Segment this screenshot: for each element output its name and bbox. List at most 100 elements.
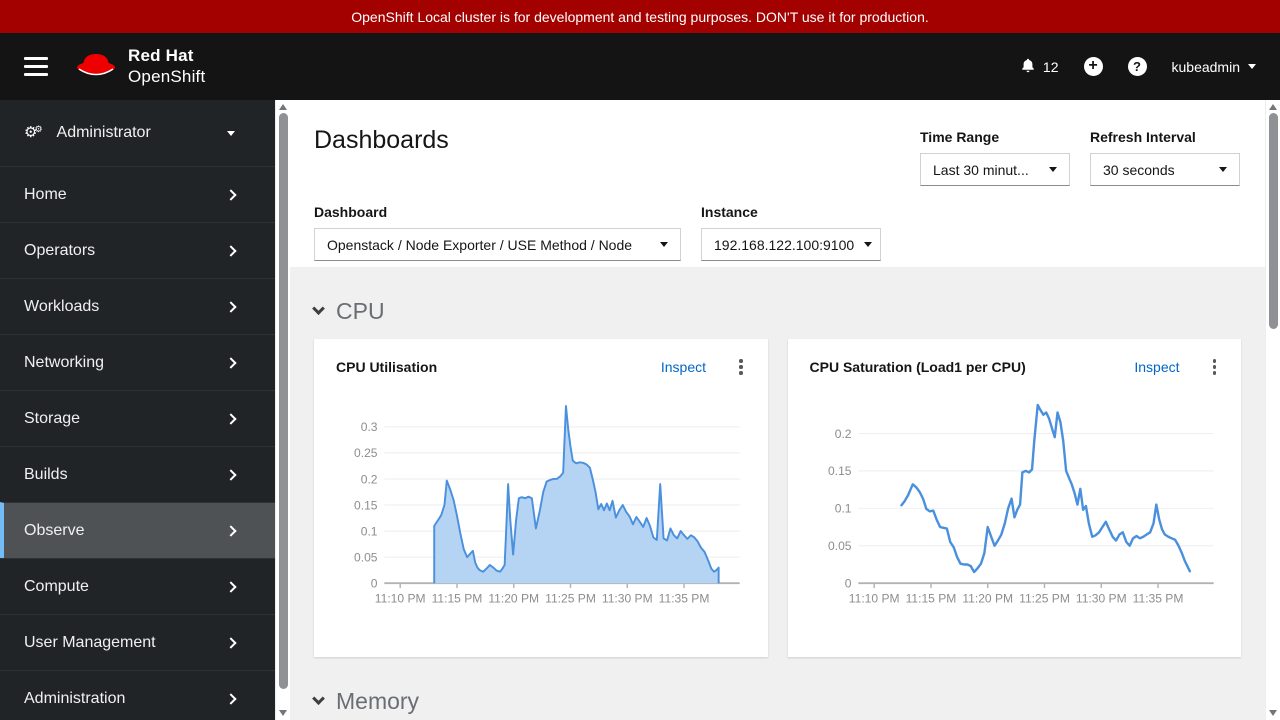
sidebar-nav: ⚙⚙ Administrator Home Operators Workloads N… [0,100,275,720]
chevron-right-icon [225,244,237,257]
sidebar-item-label: Administration [24,689,126,707]
notifications-button[interactable]: 12 [1020,57,1059,77]
scroll-down-arrow-icon[interactable] [279,710,287,716]
sidebar-item-home[interactable]: Home [0,166,275,222]
sidebar-item-user-management[interactable]: User Management [0,614,275,670]
svg-text:11:15 PM: 11:15 PM [905,591,956,605]
svg-text:0.15: 0.15 [828,464,852,478]
sidebar-item-label: Networking [24,353,105,371]
kebab-menu-icon[interactable] [1210,356,1220,378]
sidebar-item-compute[interactable]: Compute [0,558,275,614]
sidebar-item-label: Home [24,185,67,203]
chevron-right-icon [225,692,237,705]
warning-banner: OpenShift Local cluster is for developme… [0,0,1280,33]
sidebar-item-label: Storage [24,409,81,427]
hamburger-menu-icon[interactable] [24,57,48,76]
warning-banner-text: OpenShift Local cluster is for developme… [351,8,929,25]
time-range-select[interactable]: Last 30 minut... [920,153,1070,186]
svg-text:11:20 PM: 11:20 PM [962,591,1013,605]
chevron-right-icon [225,580,237,593]
caret-down-icon [1248,64,1256,69]
chevron-right-icon [225,188,237,201]
sidebar-scrollbar[interactable] [275,100,290,720]
instance-label: Instance [701,204,758,220]
cpu-saturation-chart: 0 0.05 0.1 0.15 0.2 11:10 PM 11:15 PM 11:20 PM 1… [828,403,1214,605]
cpu-utilisation-card: CPU Utilisation Inspect 0 0.05 0.1 0.15 0.2 0… [314,339,768,657]
sidebar-item-label: Observe [24,521,85,539]
perspective-switcher[interactable]: ⚙⚙ Administrator [0,100,275,166]
inspect-link[interactable]: Inspect [660,358,706,375]
sidebar-item-networking[interactable]: Networking [0,334,275,390]
caret-down-icon [1049,167,1057,172]
help-icon[interactable]: ? [1127,57,1147,76]
main-scrollbar[interactable] [1265,100,1280,720]
caret-down-icon [864,242,873,247]
time-range-label: Time Range [920,129,1000,145]
chevron-right-icon [225,356,237,369]
brand-line1: Red Hat [128,46,194,66]
chevron-right-icon [225,300,237,313]
inspect-link[interactable]: Inspect [1134,358,1180,375]
section-header-cpu[interactable]: CPU [312,298,1241,325]
masthead: Red Hat OpenShift 12 + ? kubeadmin [0,33,1280,100]
svg-text:0.3: 0.3 [361,420,378,434]
chevron-right-icon [225,524,237,537]
redhat-openshift-logo[interactable]: Red Hat OpenShift [74,46,205,86]
sidebar-item-builds[interactable]: Builds [0,446,275,502]
svg-text:11:10 PM: 11:10 PM [848,591,899,605]
dashboard-content: CPU CPU Utilisation Inspect 0 0.05 0.1 0.15… [290,267,1265,720]
svg-text:0.2: 0.2 [361,472,378,486]
user-menu[interactable]: kubeadmin [1171,58,1256,75]
dashboard-label: Dashboard [314,204,388,220]
cpu-utilisation-chart: 0 0.05 0.1 0.15 0.2 0.25 0.3 11:10 PM 11:15 PM 11… [354,404,740,605]
sidebar-item-operators[interactable]: Operators [0,222,275,278]
card-title: CPU Saturation (Load1 per CPU) [809,358,1026,375]
svg-text:11:20 PM: 11:20 PM [488,591,539,605]
svg-text:0.05: 0.05 [828,539,852,553]
scrollbar-thumb[interactable] [1269,113,1278,329]
username: kubeadmin [1171,58,1241,75]
sidebar-item-label: Operators [24,241,96,259]
caret-down-icon [660,242,668,247]
dashboard-select[interactable]: Openstack / Node Exporter / USE Method /… [314,228,681,261]
add-icon[interactable]: + [1083,57,1103,76]
svg-text:0.15: 0.15 [354,498,378,512]
scroll-up-arrow-icon[interactable] [279,104,287,110]
cogs-icon: ⚙⚙ [24,123,43,141]
sidebar-item-label: Compute [24,577,89,595]
svg-text:11:30 PM: 11:30 PM [602,591,653,605]
svg-text:0: 0 [371,576,378,590]
scroll-down-arrow-icon[interactable] [1269,710,1277,716]
brand-line2: OpenShift [128,66,206,86]
svg-text:0.1: 0.1 [361,524,378,538]
perspective-label: Administrator [56,124,151,141]
sidebar-item-observe[interactable]: Observe [0,502,275,558]
svg-text:11:35 PM: 11:35 PM [1132,591,1183,605]
sidebar-item-storage[interactable]: Storage [0,390,275,446]
sidebar-item-workloads[interactable]: Workloads [0,278,275,334]
cpu-saturation-card: CPU Saturation (Load1 per CPU) Inspect 0… [787,339,1241,657]
section-header-memory[interactable]: Memory [312,688,1241,715]
scrollbar-thumb[interactable] [279,113,288,689]
svg-text:11:15 PM: 11:15 PM [432,591,483,605]
svg-text:11:25 PM: 11:25 PM [1019,591,1070,605]
kebab-menu-icon[interactable] [736,356,746,378]
chevron-right-icon [225,412,237,425]
refresh-interval-select[interactable]: 30 seconds [1090,153,1240,186]
svg-text:0: 0 [844,576,851,590]
sidebar-item-label: User Management [24,633,156,651]
svg-text:0.05: 0.05 [354,550,378,564]
chevron-down-icon [312,302,325,316]
scroll-up-arrow-icon[interactable] [1269,104,1277,110]
notification-count: 12 [1042,58,1059,75]
section-title-cpu: CPU [336,298,385,324]
chevron-down-icon [312,692,325,706]
sidebar-item-label: Builds [24,465,68,483]
svg-text:11:10 PM: 11:10 PM [375,591,426,605]
page-header: Dashboards Time Range Last 30 minut... R… [290,100,1265,267]
svg-text:0.2: 0.2 [834,426,851,440]
refresh-interval-label: Refresh Interval [1090,129,1196,145]
sidebar-item-administration[interactable]: Administration [0,670,275,720]
instance-select[interactable]: 192.168.122.100:9100 [701,228,881,261]
bell-icon [1020,57,1036,77]
